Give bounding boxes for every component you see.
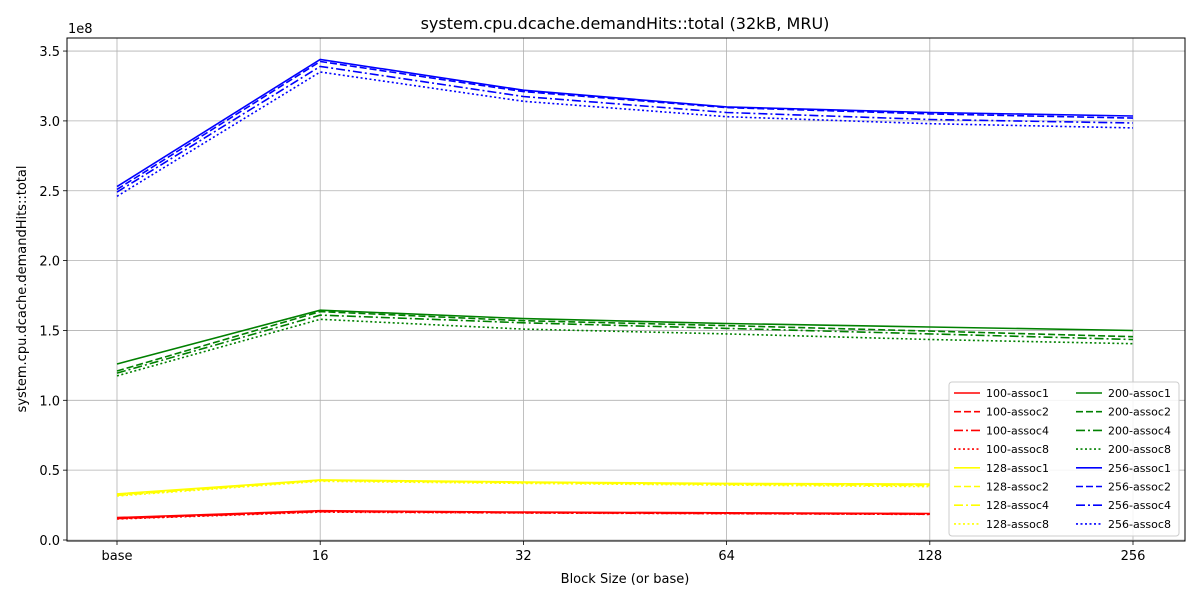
series-line-128-assoc2 xyxy=(116,479,930,496)
legend-label-200-assoc4: 200-assoc4 xyxy=(1108,424,1171,437)
x-tick-label: base xyxy=(102,549,133,564)
x-axis-label: Block Size (or base) xyxy=(561,572,690,587)
y-tick-label: 3.5 xyxy=(39,45,60,60)
legend-label-100-assoc2: 100-assoc2 xyxy=(986,406,1049,419)
legend-label-200-assoc2: 200-assoc2 xyxy=(1108,406,1171,419)
legend-label-128-assoc8: 128-assoc8 xyxy=(986,518,1049,531)
legend-label-256-assoc2: 256-assoc2 xyxy=(1108,481,1171,494)
legend-label-128-assoc4: 128-assoc4 xyxy=(986,499,1049,512)
y-tick-label: 2.0 xyxy=(39,255,60,270)
y-tick-label: 0.0 xyxy=(39,534,60,549)
y-axis-multiplier: 1e8 xyxy=(68,22,93,37)
legend-label-100-assoc1: 100-assoc1 xyxy=(986,387,1049,400)
series-line-200-assoc4 xyxy=(116,314,1134,374)
legend-label-256-assoc4: 256-assoc4 xyxy=(1108,499,1171,512)
legend-label-200-assoc8: 200-assoc8 xyxy=(1108,443,1171,456)
y-tick-label: 1.0 xyxy=(39,394,60,409)
x-tick-label: 128 xyxy=(917,549,942,564)
legend: 100-assoc1 100-assoc2 100-assoc4 100-assoc8… xyxy=(948,381,1180,537)
series-lines xyxy=(116,58,1134,520)
x-axis-ticks: base 16 32 64 128 256 xyxy=(102,541,1146,564)
legend-box xyxy=(948,381,1180,537)
x-tick-label: 256 xyxy=(1121,549,1146,564)
legend-label-100-assoc8: 100-assoc8 xyxy=(986,443,1049,456)
legend-label-256-assoc1: 256-assoc1 xyxy=(1108,462,1171,475)
series-line-200-assoc1 xyxy=(116,309,1134,365)
y-axis-label: system.cpu.dcache.demandHits::total xyxy=(15,166,30,413)
x-tick-label: 64 xyxy=(718,549,735,564)
series-line-256-assoc8 xyxy=(116,71,1134,197)
series-line-128-assoc8 xyxy=(116,480,930,497)
series-line-100-assoc8 xyxy=(116,511,930,520)
legend-label-100-assoc4: 100-assoc4 xyxy=(986,424,1049,437)
y-tick-label: 0.5 xyxy=(39,464,60,479)
x-tick-label: 32 xyxy=(515,549,532,564)
plot-frame xyxy=(66,37,1186,542)
series-line-256-assoc2 xyxy=(116,60,1134,191)
legend-label-200-assoc1: 200-assoc1 xyxy=(1108,387,1171,400)
series-line-256-assoc4 xyxy=(116,65,1134,193)
series-line-200-assoc8 xyxy=(116,318,1134,377)
y-tick-label: 3.0 xyxy=(39,115,60,130)
y-tick-label: 1.5 xyxy=(39,324,60,339)
series-line-256-assoc1 xyxy=(116,58,1134,188)
legend-label-128-assoc1: 128-assoc1 xyxy=(986,462,1049,475)
chart-title: system.cpu.dcache.demandHits::total (32k… xyxy=(421,14,830,33)
legend-label-128-assoc2: 128-assoc2 xyxy=(986,481,1049,494)
legend-label-256-assoc8: 256-assoc8 xyxy=(1108,518,1171,531)
y-tick-label: 2.5 xyxy=(39,185,60,200)
series-line-200-assoc2 xyxy=(116,310,1134,372)
x-tick-label: 16 xyxy=(312,549,329,564)
y-axis-ticks: 0.0 0.5 1.0 1.5 2.0 2.5 3.0 3.5 xyxy=(39,45,67,549)
